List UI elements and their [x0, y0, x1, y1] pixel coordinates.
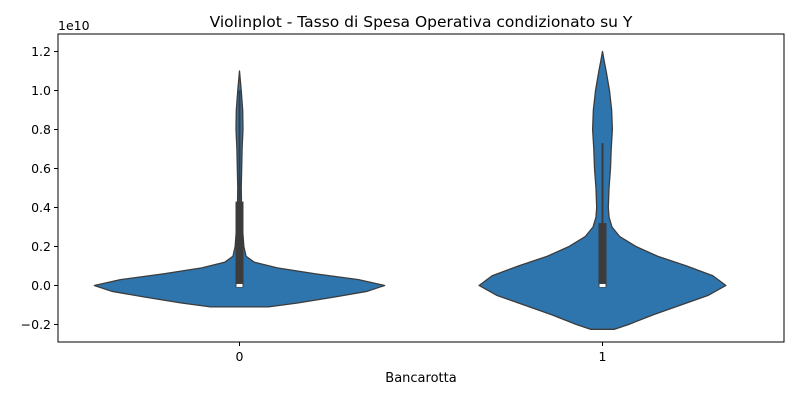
x-tick-label: 0 [236, 349, 244, 364]
y-tick-label: 0.8 [31, 122, 51, 137]
inner-box-layer [235, 90, 607, 288]
iqr-box-0 [235, 201, 244, 288]
y-tick-label: 1.0 [31, 83, 51, 98]
y-tick-label: 0.2 [31, 239, 51, 254]
x-axis-label: Bancarotta [385, 371, 456, 386]
x-tick-label: 1 [599, 349, 607, 364]
chart-title: Violinplot - Tasso di Spesa Operativa co… [210, 13, 633, 31]
y-tick-label: 1.2 [31, 44, 51, 59]
violins-layer [93, 50, 727, 330]
median-marker-1 [599, 283, 606, 287]
median-marker-0 [236, 283, 243, 287]
iqr-box-1 [598, 223, 607, 288]
y-axis: −0.2 0.0 0.2 0.4 0.6 0.8 1.0 1.2 [21, 44, 58, 332]
plot-frame [57, 33, 785, 343]
y-tick-label: 0.4 [31, 200, 51, 215]
y-tick-label: 0.0 [31, 278, 51, 293]
y-axis-offset-text: 1e10 [58, 18, 90, 33]
y-tick-label: −0.2 [21, 317, 51, 332]
y-tick-label: 0.6 [31, 161, 51, 176]
